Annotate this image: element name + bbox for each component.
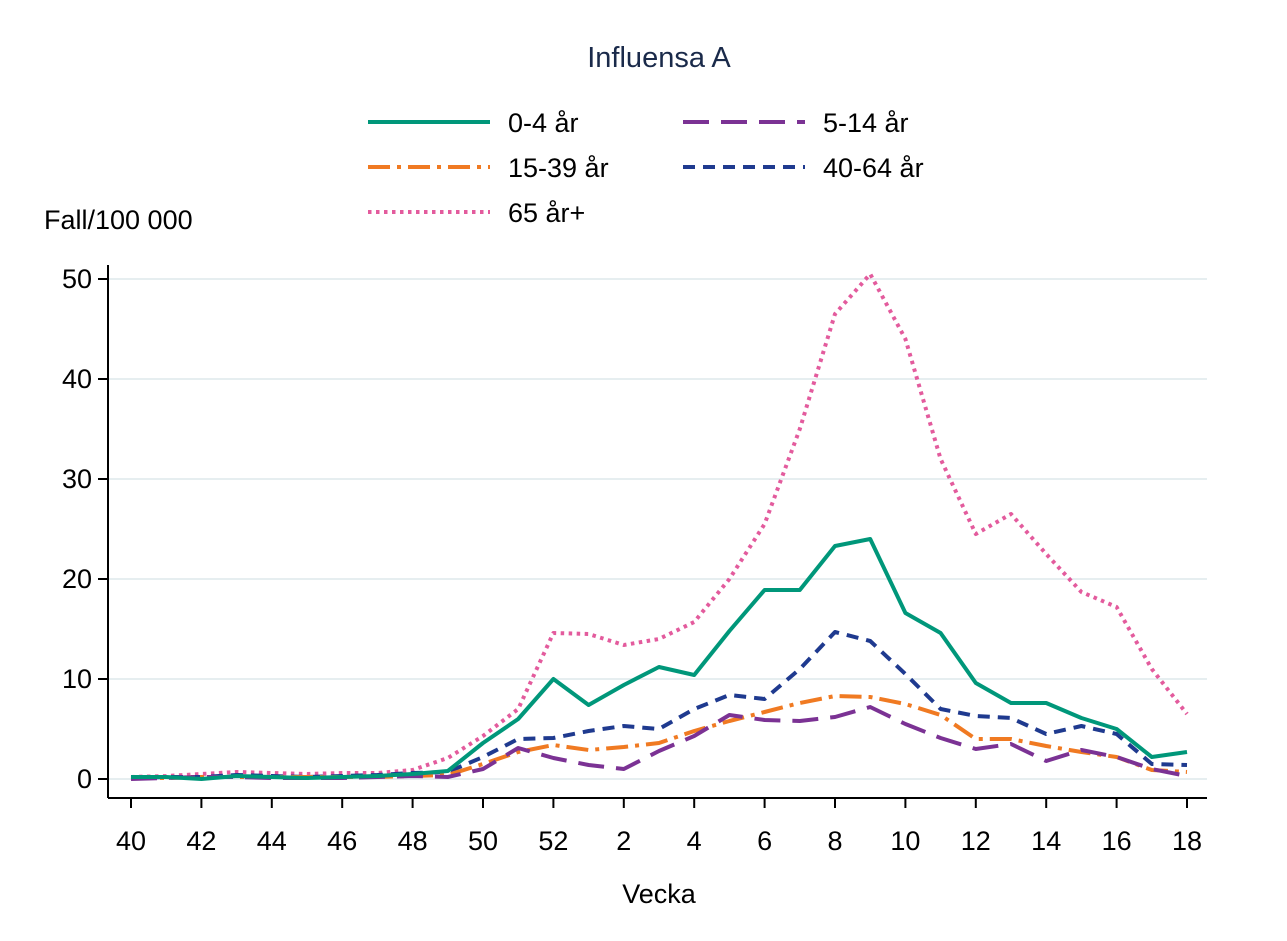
x-tick-label: 2 bbox=[616, 826, 631, 856]
y-tick-label: 50 bbox=[62, 264, 92, 294]
x-tick-label: 10 bbox=[890, 826, 920, 856]
x-tick-label: 16 bbox=[1102, 826, 1132, 856]
legend-label: 40-64 år bbox=[823, 153, 924, 183]
x-tick-label: 48 bbox=[398, 826, 428, 856]
legend-item: 5-14 år bbox=[683, 108, 909, 138]
chart-title: Influensa A bbox=[587, 42, 731, 74]
x-tick-label: 6 bbox=[757, 826, 772, 856]
legend-label: 5-14 år bbox=[823, 108, 909, 138]
y-tick-label: 30 bbox=[62, 464, 92, 494]
x-tick-label: 44 bbox=[257, 826, 287, 856]
legend-item: 65 år+ bbox=[368, 198, 585, 228]
x-tick-label: 12 bbox=[961, 826, 991, 856]
legend-label: 15-39 år bbox=[508, 153, 609, 183]
series-line-2 bbox=[131, 694, 1188, 780]
x-tick-label: 8 bbox=[827, 826, 842, 856]
legend-item: 0-4 år bbox=[368, 108, 579, 138]
y-tick-label: 40 bbox=[62, 364, 92, 394]
y-tick-label: 0 bbox=[77, 764, 92, 794]
legend-label: 0-4 år bbox=[508, 108, 579, 138]
legend-item: 40-64 år bbox=[683, 153, 924, 183]
x-tick-label: 14 bbox=[1031, 826, 1061, 856]
legend-item: 15-39 år bbox=[368, 153, 609, 183]
x-tick-label: 18 bbox=[1172, 826, 1202, 856]
x-tick-label: 52 bbox=[538, 826, 568, 856]
x-tick-label: 46 bbox=[327, 826, 357, 856]
x-axis-label: Vecka bbox=[622, 879, 697, 909]
x-tick-label: 40 bbox=[116, 826, 146, 856]
x-tick-label: 50 bbox=[468, 826, 498, 856]
x-tick-label: 4 bbox=[687, 826, 702, 856]
legend-label: 65 år+ bbox=[508, 198, 585, 228]
y-tick-label: 20 bbox=[62, 564, 92, 594]
series-line-4 bbox=[130, 272, 1189, 779]
y-axis-label: Fall/100 000 bbox=[44, 205, 193, 235]
series-line-0 bbox=[131, 537, 1188, 781]
x-tick-label: 42 bbox=[186, 826, 216, 856]
y-tick-label: 10 bbox=[62, 664, 92, 694]
